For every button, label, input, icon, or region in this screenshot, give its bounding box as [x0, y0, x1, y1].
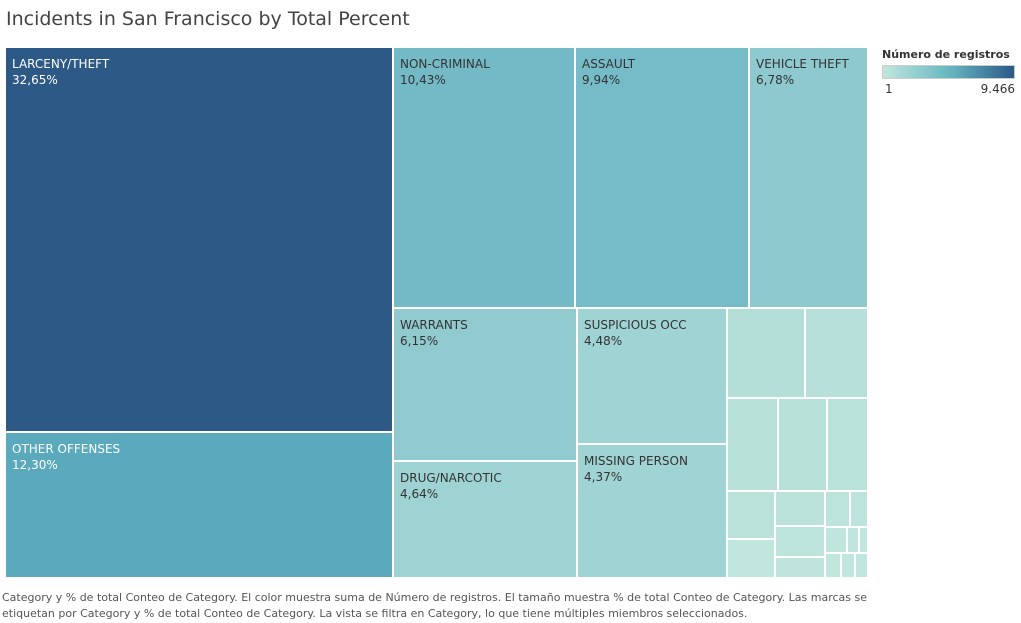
color-legend: Número de registros 1 9.466: [882, 48, 1017, 98]
treemap-tile-small[interactable]: [778, 398, 827, 491]
tile-category: DRUG/NARCOTIC: [400, 471, 502, 485]
treemap-tile-small[interactable]: [805, 308, 868, 398]
treemap-tile-suspicious-occ[interactable]: SUSPICIOUS OCC 4,48%: [577, 308, 727, 444]
legend-min-label: 1: [885, 82, 893, 96]
treemap-tile-drug-narcotic[interactable]: DRUG/NARCOTIC 4,64%: [393, 461, 577, 578]
treemap-tile-small[interactable]: [825, 527, 847, 553]
treemap-tile-assault[interactable]: ASSAULT 9,94%: [575, 47, 749, 308]
tile-label: DRUG/NARCOTIC 4,64%: [400, 470, 502, 502]
treemap-tile-small[interactable]: [827, 398, 868, 491]
tile-category: NON-CRIMINAL: [400, 57, 490, 71]
tile-percent: 32,65%: [12, 73, 58, 87]
treemap-tile-small[interactable]: [825, 491, 850, 527]
treemap-tile-larceny-theft[interactable]: LARCENY/THEFT 32,65%: [5, 47, 393, 432]
treemap-tile-other-offenses[interactable]: OTHER OFFENSES 12,30%: [5, 432, 393, 578]
treemap-tile-small[interactable]: [850, 491, 868, 527]
tile-percent: 4,64%: [400, 487, 439, 501]
tile-label: NON-CRIMINAL 10,43%: [400, 56, 490, 88]
treemap-tile-small[interactable]: [775, 491, 825, 526]
tile-category: MISSING PERSON: [584, 454, 688, 468]
treemap-tile-warrants[interactable]: WARRANTS 6,15%: [393, 308, 577, 461]
treemap-tile-small[interactable]: [727, 398, 778, 491]
treemap-tile-small[interactable]: [825, 553, 841, 578]
tile-category: SUSPICIOUS OCC: [584, 318, 687, 332]
tile-percent: 4,48%: [584, 334, 623, 348]
treemap-tile-non-criminal[interactable]: NON-CRIMINAL 10,43%: [393, 47, 575, 308]
treemap-tile-small[interactable]: [727, 491, 775, 539]
tile-percent: 6,78%: [756, 73, 795, 87]
chart-title: Incidents in San Francisco by Total Perc…: [6, 8, 410, 30]
treemap-tile-missing-person[interactable]: MISSING PERSON 4,37%: [577, 444, 727, 578]
tile-label: OTHER OFFENSES 12,30%: [12, 441, 120, 473]
tile-percent: 12,30%: [12, 458, 58, 472]
tile-category: LARCENY/THEFT: [12, 57, 110, 71]
treemap: LARCENY/THEFT 32,65% OTHER OFFENSES 12,30% N…: [5, 47, 868, 578]
treemap-tile-small[interactable]: [775, 557, 825, 578]
treemap-tile-small[interactable]: [727, 308, 805, 398]
tile-category: WARRANTS: [400, 318, 468, 332]
tile-label: SUSPICIOUS OCC 4,48%: [584, 317, 687, 349]
tile-category: OTHER OFFENSES: [12, 442, 121, 456]
treemap-tile-small[interactable]: [859, 527, 868, 553]
tile-label: ASSAULT 9,94%: [582, 56, 635, 88]
legend-title: Número de registros: [882, 48, 1010, 61]
tile-label: WARRANTS 6,15%: [400, 317, 468, 349]
chart-caption: Category y % de total Conteo de Category…: [2, 591, 868, 620]
tile-percent: 9,94%: [582, 73, 621, 87]
tile-percent: 10,43%: [400, 73, 446, 87]
legend-color-ramp: [882, 65, 1015, 79]
treemap-tile-small[interactable]: [775, 526, 825, 557]
tile-category: ASSAULT: [582, 57, 636, 71]
tile-category: VEHICLE THEFT: [756, 57, 849, 71]
tile-label: VEHICLE THEFT 6,78%: [756, 56, 849, 88]
legend-ticks: 1 9.466: [882, 82, 1017, 98]
treemap-tile-small[interactable]: [855, 553, 868, 578]
tile-label: MISSING PERSON 4,37%: [584, 453, 688, 485]
tile-percent: 6,15%: [400, 334, 439, 348]
treemap-tile-small[interactable]: [847, 527, 859, 553]
tile-label: LARCENY/THEFT 32,65%: [12, 56, 109, 88]
treemap-tile-vehicle-theft[interactable]: VEHICLE THEFT 6,78%: [749, 47, 868, 308]
treemap-tile-small[interactable]: [727, 539, 775, 578]
legend-max-label: 9.466: [980, 82, 1015, 96]
treemap-tile-small[interactable]: [841, 553, 855, 578]
tile-percent: 4,37%: [584, 470, 623, 484]
